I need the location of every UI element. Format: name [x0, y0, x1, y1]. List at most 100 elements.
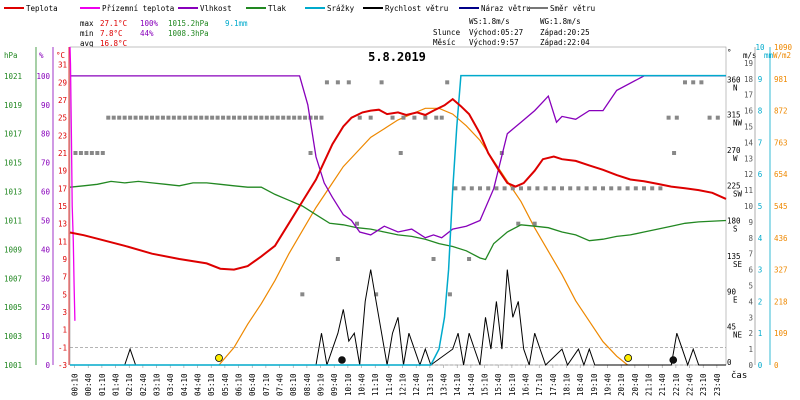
wind-direction-point	[204, 115, 209, 120]
wind-direction-point	[155, 115, 160, 120]
x-tick-label: 17:10	[535, 373, 544, 396]
wind-direction-point	[128, 115, 133, 120]
stat-max-label: max	[80, 19, 94, 28]
wind-direction-point	[308, 151, 313, 155]
wind-tick-label: 11	[744, 186, 753, 195]
wind-direction-point	[486, 186, 491, 191]
solar-tick-label: 109	[774, 329, 788, 338]
direction-tick-label: 135	[727, 252, 741, 261]
wind-direction-point	[286, 115, 291, 120]
x-tick-label: 01:10	[98, 373, 107, 396]
x-tick-label: 18:10	[563, 373, 572, 396]
solar-tick-label: 654	[774, 170, 788, 179]
series-temperature	[69, 97, 727, 271]
wind-direction-point	[576, 186, 581, 191]
wind-direction-point	[658, 186, 663, 191]
wind-direction-point	[707, 115, 712, 120]
x-tick-label: 13:10	[426, 373, 435, 396]
wind-direction-point	[355, 221, 359, 226]
wind-direction-point	[100, 151, 105, 155]
direction-tick-label: E	[733, 295, 738, 304]
humidity-tick-label: 80	[41, 130, 51, 139]
stat-avg-label: avg	[80, 39, 94, 48]
wind-direction-point	[117, 115, 122, 120]
wind-direction-point	[390, 115, 395, 120]
wind-direction-point	[303, 115, 308, 120]
wind-gust-info: WG:1.8m/s	[540, 17, 581, 26]
direction-tick-label: W	[733, 154, 738, 163]
x-tick-label: 15:10	[481, 373, 490, 396]
wind-direction-point	[379, 80, 384, 85]
x-tick-label: 03:10	[153, 373, 162, 396]
temperature-tick-label: 1	[62, 326, 67, 335]
wind-direction-point	[609, 186, 614, 191]
solar-tick-label: 0	[774, 361, 779, 370]
wind-direction-point	[434, 115, 439, 120]
stat-max-temp: 27.1°C	[100, 19, 127, 28]
rain-tick-label: 0	[758, 361, 763, 370]
wind-direction-point	[133, 115, 138, 120]
wind-direction-point	[447, 292, 452, 297]
series-wind-speed	[70, 269, 726, 367]
wind-direction-point	[226, 115, 231, 120]
x-tick-label: 15:40	[494, 373, 503, 396]
x-tick-label: 06:10	[235, 373, 244, 396]
sunset-time: Západ:20:25	[540, 28, 590, 37]
rain-tick-label: 1	[758, 329, 763, 338]
wind-direction-point	[297, 115, 302, 120]
wind-tick-label: 10	[744, 202, 754, 211]
wind-direction-point	[357, 115, 362, 120]
temperature-tick-label: 9	[62, 255, 67, 264]
wind-tick-label: 6	[748, 266, 753, 275]
x-tick-label: 20:40	[631, 373, 640, 396]
axes: hPa% °C ° m/s mm W/m2102110191017101510131011…	[4, 43, 793, 396]
legend-label: Teplota	[26, 4, 58, 13]
wind-direction-point	[166, 115, 171, 120]
sunrise-time: Východ:05:27	[469, 28, 523, 37]
wind-direction-point	[683, 80, 687, 85]
wind-direction-point	[215, 115, 220, 120]
wind-speed-info: WS:1.8m/s	[469, 17, 510, 26]
wind-direction-point	[467, 257, 472, 261]
wind-direction-point	[346, 80, 351, 85]
x-tick-label: 08:40	[303, 373, 312, 396]
wind-tick-label: 4	[748, 297, 753, 306]
rain-tick-label: 7	[758, 138, 763, 147]
temperature-tick-label: 7	[62, 273, 67, 282]
x-tick-label: 23:40	[713, 373, 722, 396]
x-tick-label: 21:10	[645, 373, 654, 396]
temperature-tick-label: 31	[58, 61, 67, 70]
temperature-tick-label: 19	[58, 167, 67, 176]
direction-tick-label: NW	[733, 119, 743, 128]
x-tick-label: 14:40	[467, 373, 476, 396]
x-tick-label: 14:10	[453, 373, 462, 396]
humidity-tick-label: 70	[41, 159, 51, 168]
x-tick-label: 19:10	[590, 373, 599, 396]
unit-temperature: °C	[56, 51, 65, 60]
wind-direction-point	[568, 186, 573, 191]
x-tick-label: 12:40	[412, 373, 421, 396]
wind-direction-point	[199, 115, 204, 120]
wind-direction-point	[314, 115, 318, 120]
solar-tick-label: 218	[774, 297, 788, 306]
pressure-tick-label: 1021	[4, 72, 22, 81]
series-solar-radiation	[218, 107, 628, 366]
wind-direction-point	[177, 115, 182, 120]
stat-min-press: 1008.3hPa	[168, 29, 209, 38]
direction-tick-label: NE	[733, 331, 743, 340]
rain-tick-label: 2	[758, 297, 763, 306]
wind-tick-label: 0	[748, 361, 753, 370]
x-tick-label: 02:10	[125, 373, 134, 396]
direction-tick-label: 360	[727, 75, 741, 84]
direction-tick-label: SW	[733, 189, 743, 198]
wind-direction-point	[237, 115, 242, 120]
direction-tick-label: 315	[727, 111, 741, 120]
pressure-tick-label: 1003	[4, 332, 22, 341]
wind-direction-point	[292, 115, 297, 120]
legend-label: Vlhkost	[200, 4, 232, 13]
series-humidity	[70, 75, 726, 239]
wind-tick-label: 7	[748, 250, 753, 259]
rain-tick-label: 5	[758, 202, 763, 211]
plot-area	[69, 46, 727, 366]
x-tick-label: 09:10	[317, 373, 326, 396]
